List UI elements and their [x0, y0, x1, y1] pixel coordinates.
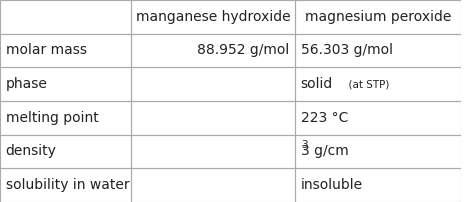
- Bar: [0, 0, 131, 34]
- Text: manganese hydroxide: manganese hydroxide: [136, 10, 291, 24]
- Text: density: density: [6, 144, 56, 159]
- Text: magnesium peroxide: magnesium peroxide: [305, 10, 451, 24]
- Bar: [0, 168, 131, 202]
- Text: 88.952 g/mol: 88.952 g/mol: [197, 43, 290, 58]
- Text: insoluble: insoluble: [301, 178, 363, 192]
- Text: 3: 3: [301, 140, 307, 150]
- Bar: [295, 67, 461, 101]
- Bar: [0, 34, 131, 67]
- Bar: [0, 101, 131, 135]
- Bar: [131, 168, 295, 202]
- Bar: [0, 135, 131, 168]
- Text: melting point: melting point: [6, 111, 98, 125]
- Bar: [295, 0, 461, 34]
- Bar: [131, 135, 295, 168]
- Bar: [131, 34, 295, 67]
- Text: 56.303 g/mol: 56.303 g/mol: [301, 43, 393, 58]
- Text: molar mass: molar mass: [6, 43, 87, 58]
- Text: phase: phase: [6, 77, 47, 91]
- Bar: [295, 34, 461, 67]
- Text: 3 g/cm: 3 g/cm: [301, 144, 348, 159]
- Bar: [295, 168, 461, 202]
- Bar: [131, 101, 295, 135]
- Bar: [131, 0, 295, 34]
- Bar: [0, 67, 131, 101]
- Text: 223 °C: 223 °C: [301, 111, 348, 125]
- Bar: [295, 135, 461, 168]
- Bar: [295, 101, 461, 135]
- Text: solubility in water: solubility in water: [6, 178, 129, 192]
- Text: solid: solid: [301, 77, 333, 91]
- Bar: [131, 67, 295, 101]
- Text: (at STP): (at STP): [341, 79, 389, 89]
